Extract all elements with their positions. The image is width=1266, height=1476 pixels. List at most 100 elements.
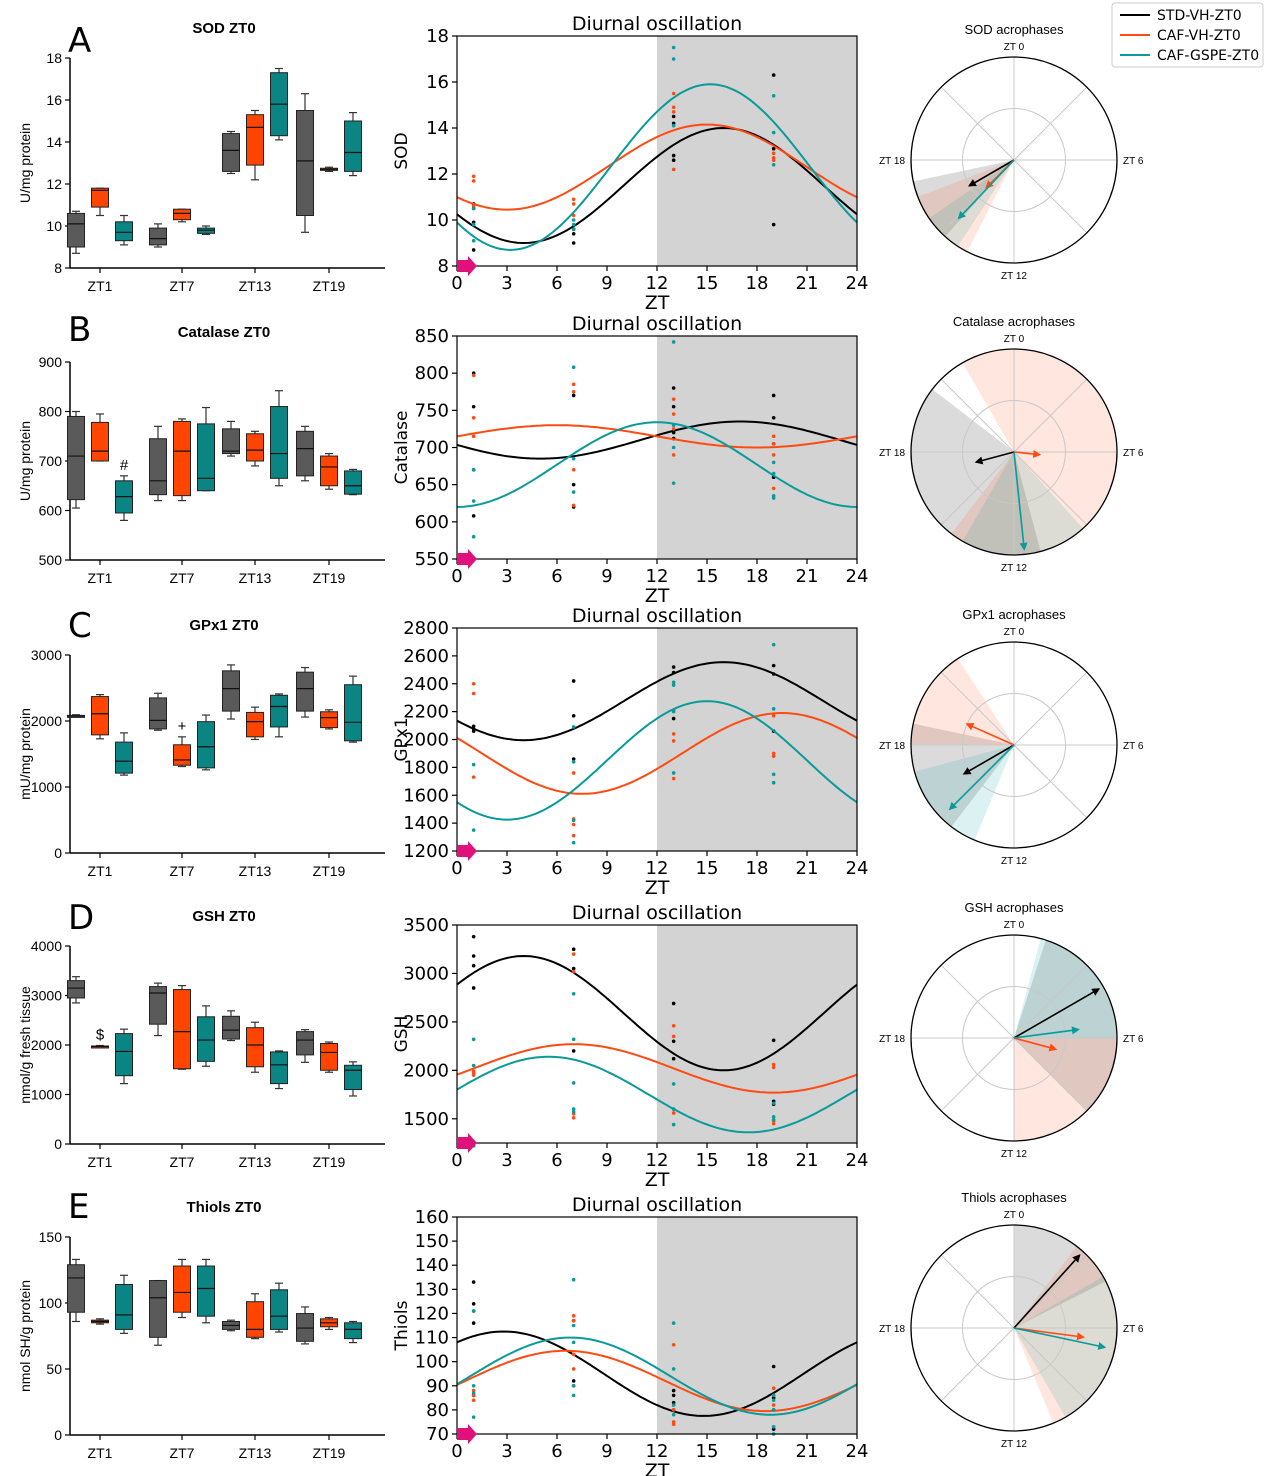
box-c-caf-zt13 — [246, 706, 264, 741]
boxplot-d-title: GSH ZT0 — [192, 908, 255, 925]
oscillation-d-xtick-label: 3 — [501, 1150, 512, 1171]
oscillation-e-ytick-label: 70 — [426, 1424, 449, 1445]
boxplot-b-title: Catalase ZT0 — [178, 324, 271, 341]
oscillation-c-point-std — [571, 679, 576, 683]
box-body — [115, 741, 133, 774]
box-b-caf-zt1 — [91, 413, 109, 462]
oscillation-d-point-caf — [571, 969, 576, 974]
boxplot-a-ytick-label: 16 — [46, 92, 62, 108]
oscillation-d-point-caf — [571, 952, 576, 956]
oscillation-c-dark-phase — [657, 628, 857, 851]
boxplot-d-ytick-label: 4000 — [31, 938, 62, 954]
boxplot-b-ytick-label: 800 — [39, 404, 63, 420]
oscillation-d-point-gspe — [771, 1117, 776, 1122]
boxplot-d-ytick-label: 3000 — [31, 988, 62, 1004]
oscillation-e-point-caf — [671, 1408, 676, 1412]
oscillation-d-point-std — [471, 934, 476, 939]
oscillation-e-point-gspe — [571, 1393, 576, 1398]
oscillation-e-xtick-label: 15 — [696, 1441, 719, 1462]
oscillation-e-point-std — [571, 1379, 576, 1383]
acrophase-d-outer-ring — [910, 934, 1118, 1142]
box-a-std-zt7 — [149, 223, 167, 248]
box-b-std-zt7 — [149, 425, 167, 502]
oscillation-d-curve-std — [456, 954, 858, 1072]
box-b-caf-zt7 — [173, 418, 191, 502]
oscillation-d-point-std — [571, 1049, 576, 1053]
oscillation-a-point-caf — [571, 202, 576, 206]
oscillation-e-dark-phase — [657, 1217, 857, 1434]
oscillation-b-point-caf — [571, 382, 576, 387]
oscillation-e-point-caf — [771, 1386, 776, 1390]
oscillation-e-ytick-label: 120 — [415, 1303, 449, 1324]
panel-letter-c: C — [68, 606, 92, 646]
boxplot-e-ytick-label: 0 — [54, 1427, 62, 1443]
oscillation-c-curve-gspe — [456, 700, 858, 821]
box-d-std-zt19 — [296, 1029, 314, 1063]
box-body — [149, 1280, 167, 1338]
box-c-std-zt13 — [222, 664, 240, 720]
oscillation-a-point-gspe — [771, 94, 776, 98]
acrophase-b-ci-wedge-gspe — [962, 452, 1083, 555]
legend: STD-VH-ZT0 CAF-VH-ZT0 CAF-GSPE-ZT0 — [1111, 2, 1264, 68]
oscillation-a-point-caf — [771, 158, 776, 162]
oscillation-b-point-gspe — [471, 534, 476, 539]
oscillation-e-xtick-label: 9 — [601, 1441, 612, 1462]
oscillation-a-xtick-label: 21 — [796, 273, 819, 294]
acrophase-d-arrow-caf — [1013, 1037, 1058, 1052]
oscillation-b-point-caf — [771, 434, 776, 439]
box-d-caf-zt19 — [320, 1041, 338, 1073]
oscillation-d-point-gspe — [671, 1082, 676, 1086]
oscillation-d-xtick-label: 6 — [551, 1150, 562, 1171]
acrophase-e-title: Thiols acrophases — [961, 1190, 1067, 1205]
oscillation-b-point-gspe — [771, 471, 776, 476]
boxplot-a-ytick-label: 8 — [54, 260, 62, 276]
oscillation-c-ytick-label: 2000 — [403, 730, 449, 751]
oscillation-d-point-std — [771, 1038, 776, 1043]
oscillation-c-point-std — [671, 670, 676, 675]
oscillation-a-xlabel: ZT — [645, 292, 670, 314]
oscillation-a-point-gspe — [471, 206, 476, 211]
acrophase-b-label-top: ZT 0 — [1004, 334, 1025, 345]
box-body — [222, 133, 240, 172]
acrophase-a-outer-ring — [910, 56, 1118, 264]
oscillation-a-ylabel: SOD — [392, 132, 412, 169]
oscillation-e-point-gspe — [571, 1323, 576, 1328]
oscillation-e-point-gspe — [571, 1340, 576, 1345]
oscillation-d-ylabel: GSH — [392, 1016, 412, 1053]
oscillation-e-xtick-label: 18 — [746, 1441, 769, 1462]
box-body — [173, 208, 191, 221]
oscillation-d-xtick-label: 0 — [451, 1150, 462, 1171]
box-body — [173, 989, 191, 1070]
boxplot-e: 0 50 100 150 ZT1 ZT7 ZT13 ZT19 Thiols ZT0 nmol SH… — [17, 1199, 385, 1461]
oscillation-a-xtick-label: 12 — [646, 273, 669, 294]
oscillation-b-origin-arrow-icon — [457, 549, 477, 569]
oscillation-e-ytick-label: 130 — [415, 1279, 449, 1300]
oscillation-e-point-gspe — [771, 1424, 776, 1429]
boxplot-b-ytick-label: 900 — [39, 354, 63, 370]
acrophase-d: GSH acrophases ZT 0 ZT 6 ZT 12 ZT 18 — [879, 900, 1144, 1160]
acrophase-a-label-left: ZT 18 — [879, 156, 905, 167]
oscillation-e-point-gspe — [671, 1321, 676, 1325]
oscillation-a-curve-caf — [456, 123, 858, 211]
oscillation-c-ytick-label: 1800 — [403, 757, 449, 778]
oscillation-d-point-std — [671, 1039, 676, 1044]
box-body — [91, 187, 109, 208]
oscillation-b-xtick-label: 15 — [696, 566, 719, 587]
oscillation-a-point-caf — [771, 151, 776, 156]
oscillation-d-point-caf — [671, 1023, 676, 1028]
oscillation-d-curve-caf — [456, 1043, 858, 1094]
oscillation-c-point-caf — [571, 822, 576, 827]
oscillation-d-point-gspe — [471, 1063, 476, 1068]
acrophase-d-arrow-gspe — [1013, 1026, 1080, 1039]
box-body — [270, 1289, 288, 1330]
box-body — [197, 1016, 215, 1062]
acrophase-e-arrow-std — [1013, 1254, 1081, 1329]
oscillation-a-point-gspe — [571, 218, 576, 222]
box-body — [67, 212, 85, 248]
box-body — [296, 671, 314, 712]
oscillation-e-curve-gspe — [456, 1336, 858, 1416]
oscillation-c-point-caf — [671, 739, 676, 743]
oscillation-e-xtick-label: 12 — [646, 1441, 669, 1462]
box-a-gspe-zt7 — [197, 225, 215, 235]
